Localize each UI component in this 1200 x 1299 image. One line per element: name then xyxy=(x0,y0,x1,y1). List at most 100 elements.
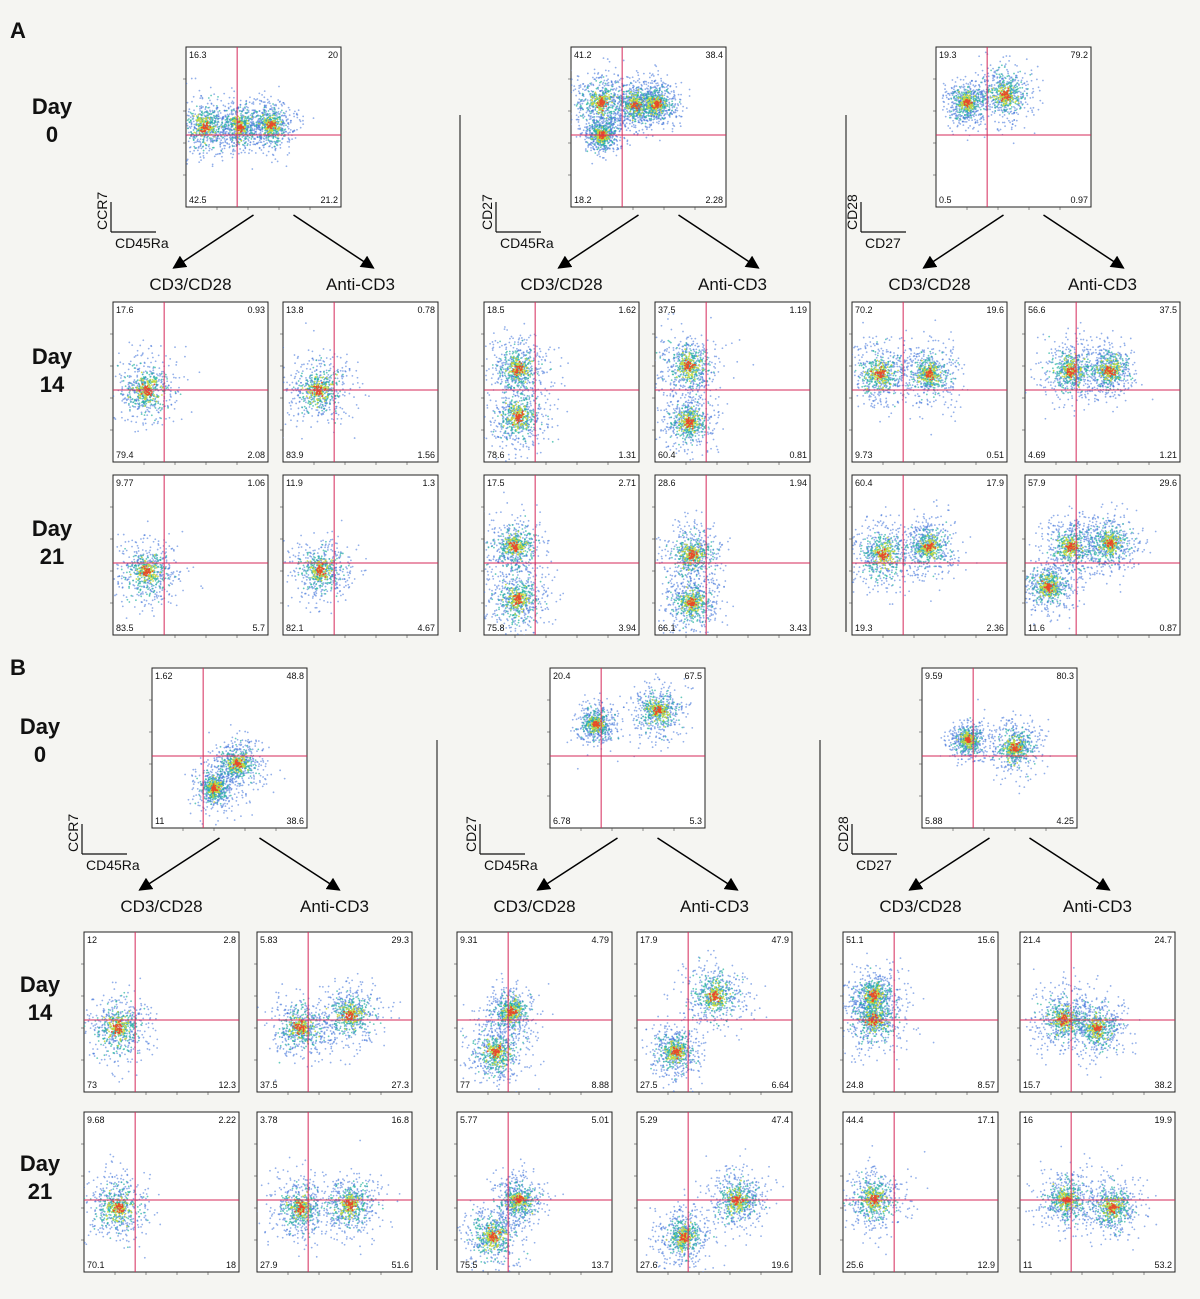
quadrant-upper-right: 5.01 xyxy=(591,1115,609,1125)
quadrant-lower-left: 11.6 xyxy=(1028,623,1045,633)
quadrant-lower-left: 19.3 xyxy=(855,623,873,633)
quadrant-lower-left: 77 xyxy=(460,1080,470,1090)
panel-letter: B xyxy=(10,655,26,680)
quadrant-lower-left: 24.8 xyxy=(846,1080,864,1090)
plot-frame xyxy=(654,301,811,463)
day0-plot: 16.3 20 42.5 21.2 xyxy=(183,46,342,210)
quadrant-lower-left: 75.8 xyxy=(487,623,505,633)
event-cloud xyxy=(459,972,554,1092)
axis-key-y-label: CD27 xyxy=(463,816,479,852)
flow-plot: 17.9 47.9 27.5 6.64 xyxy=(634,931,793,1095)
axis-key-x-label: CD45Ra xyxy=(115,235,169,251)
plot-frame xyxy=(83,931,240,1093)
plot-frame xyxy=(921,667,1078,829)
arrow-left xyxy=(138,837,220,891)
event-cloud xyxy=(1025,321,1154,420)
day-label: Day xyxy=(20,1151,61,1176)
axis-key: CD28 CD27 xyxy=(844,194,906,251)
quadrant-lower-left: 27.9 xyxy=(260,1260,278,1270)
quadrant-upper-left: 5.29 xyxy=(640,1115,658,1125)
quadrant-upper-right: 19.6 xyxy=(986,305,1004,315)
quadrant-lower-left: 37.5 xyxy=(260,1080,278,1090)
day-number: 0 xyxy=(34,742,46,767)
flow-plot: 9.31 4.79 77 8.88 xyxy=(454,931,613,1095)
arrow-right xyxy=(1043,214,1125,269)
plot-frame xyxy=(636,1111,793,1273)
quadrant-lower-right: 38.2 xyxy=(1154,1080,1172,1090)
quadrant-upper-left: 5.83 xyxy=(260,935,278,945)
quadrant-lower-left: 6.78 xyxy=(553,816,571,826)
arrow-left xyxy=(922,214,1004,269)
quadrant-upper-right: 17.1 xyxy=(977,1115,995,1125)
axis-key: CD27 CD45Ra xyxy=(479,194,554,251)
quadrant-lower-left: 82.1 xyxy=(286,623,304,633)
quadrant-upper-left: 44.4 xyxy=(846,1115,864,1125)
quadrant-upper-left: 9.31 xyxy=(460,935,478,945)
condition-label: CD3/CD28 xyxy=(493,897,575,916)
quadrant-upper-left: 3.78 xyxy=(260,1115,278,1125)
plot-frame xyxy=(83,1111,240,1273)
flow-plot: 5.83 29.3 37.5 27.3 xyxy=(254,931,413,1095)
quadrant-upper-right: 24.7 xyxy=(1154,935,1172,945)
quadrant-upper-right: 4.79 xyxy=(591,935,609,945)
quadrant-upper-right: 15.6 xyxy=(977,935,995,945)
condition-label: Anti-CD3 xyxy=(1068,275,1137,294)
event-cloud xyxy=(641,949,768,1092)
quadrant-upper-left: 17.5 xyxy=(487,478,505,488)
quadrant-upper-right: 48.8 xyxy=(286,671,304,681)
quadrant-lower-right: 2.08 xyxy=(247,450,265,460)
axis-key: CD27 CD45Ra xyxy=(463,816,538,873)
quadrant-lower-left: 25.6 xyxy=(846,1260,864,1270)
quadrant-lower-right: 2.28 xyxy=(705,195,723,205)
flow-plot: 21.4 24.7 15.7 38.2 xyxy=(1017,931,1176,1095)
plot-frame xyxy=(282,301,439,463)
quadrant-lower-left: 70.1 xyxy=(87,1260,105,1270)
quadrant-lower-right: 4.25 xyxy=(1056,816,1074,826)
flow-plot: 3.78 16.8 27.9 51.6 xyxy=(254,1111,413,1275)
event-cloud xyxy=(571,57,691,165)
quadrant-lower-right: 18 xyxy=(226,1260,236,1270)
axis-key-y-label: CD27 xyxy=(479,194,495,230)
arrow-left xyxy=(908,837,990,891)
day0-plot: 41.2 38.4 18.2 2.28 xyxy=(568,46,727,210)
quadrant-lower-right: 21.2 xyxy=(320,195,338,205)
axis-key-x-label: CD45Ra xyxy=(86,857,140,873)
axis-key-y-label: CCR7 xyxy=(94,192,110,230)
flow-plot: 11.9 1.3 82.1 4.67 xyxy=(280,474,439,638)
flow-plot: 18.5 1.62 78.6 1.31 xyxy=(481,301,640,465)
quadrant-upper-right: 2.22 xyxy=(218,1115,236,1125)
axis-key: CD28 CD27 xyxy=(835,816,897,873)
event-cloud xyxy=(843,952,935,1070)
plot-frame xyxy=(935,46,1092,208)
day-label: Day xyxy=(32,516,73,541)
quadrant-upper-left: 17.6 xyxy=(116,305,134,315)
flow-plot: 60.4 17.9 19.3 2.36 xyxy=(849,474,1008,638)
quadrant-upper-right: 29.3 xyxy=(391,935,409,945)
axis-key-y-label: CCR7 xyxy=(65,814,81,852)
quadrant-upper-right: 47.4 xyxy=(771,1115,789,1125)
quadrant-lower-right: 5.3 xyxy=(689,816,702,826)
quadrant-lower-right: 6.64 xyxy=(771,1080,789,1090)
quadrant-lower-left: 5.88 xyxy=(925,816,943,826)
event-cloud xyxy=(941,51,1044,145)
arrow-left xyxy=(536,837,618,891)
quadrant-lower-left: 83.9 xyxy=(286,450,304,460)
quadrant-lower-right: 13.7 xyxy=(591,1260,609,1270)
flow-plot: 56.6 37.5 4.69 1.21 xyxy=(1022,301,1181,465)
quadrant-upper-right: 1.62 xyxy=(618,305,636,315)
flow-plot: 70.2 19.6 9.73 0.51 xyxy=(849,301,1008,465)
flow-plot: 28.6 1.94 66.1 3.43 xyxy=(652,474,811,638)
day-label: Day xyxy=(32,344,73,369)
axis-key-x-label: CD27 xyxy=(856,857,892,873)
event-cloud xyxy=(257,972,402,1082)
day-number: 21 xyxy=(28,1179,52,1204)
quadrant-lower-right: 3.94 xyxy=(618,623,636,633)
condition-label: Anti-CD3 xyxy=(300,897,369,916)
condition-label: CD3/CD28 xyxy=(888,275,970,294)
flow-plot: 37.5 1.19 60.4 0.81 xyxy=(652,301,811,465)
quadrant-lower-left: 83.5 xyxy=(116,623,134,633)
quadrant-upper-right: 47.9 xyxy=(771,935,789,945)
arrow-right xyxy=(657,837,739,891)
condition-label: Anti-CD3 xyxy=(1063,897,1132,916)
